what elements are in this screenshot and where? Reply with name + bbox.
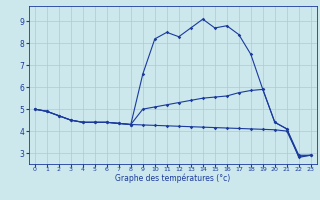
X-axis label: Graphe des températures (°c): Graphe des températures (°c): [115, 174, 230, 183]
